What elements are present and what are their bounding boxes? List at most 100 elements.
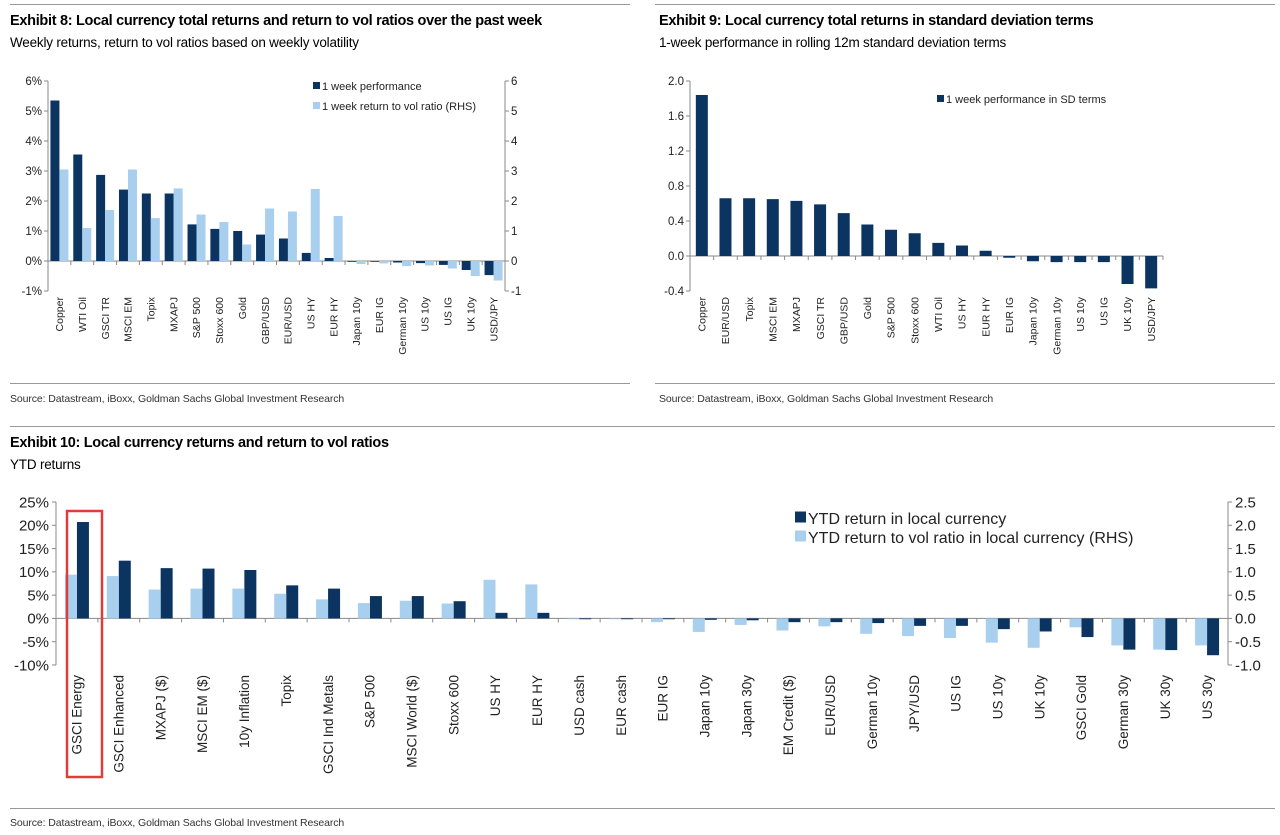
category-label: UK 10y xyxy=(465,296,477,331)
bar-return xyxy=(286,585,299,619)
bar-return xyxy=(76,522,89,619)
bar-ratio xyxy=(985,618,998,643)
category-label: Topix xyxy=(744,296,756,321)
y-right-tick-label: 6 xyxy=(511,76,517,88)
category-label: Japan 10y xyxy=(698,675,713,738)
category-label: MXAPJ ($) xyxy=(153,675,168,740)
y-right-tick-label: -1.0 xyxy=(1235,657,1261,674)
category-label: EUR HY xyxy=(328,297,340,337)
category-label: German 10y xyxy=(397,296,409,355)
y-tick-label: 2.0 xyxy=(668,76,684,88)
y-right-tick-label: 0.5 xyxy=(1235,587,1256,604)
bar-ratio xyxy=(483,579,496,619)
divider xyxy=(10,383,630,384)
category-label: GSCI Gold xyxy=(1074,675,1089,740)
y-right-tick-label: 0 xyxy=(511,256,517,268)
category-label: Stoxx 600 xyxy=(214,297,226,344)
bar-return xyxy=(695,95,708,256)
category-label: MXAPJ xyxy=(791,297,803,332)
y-tick-label: 15% xyxy=(19,541,49,558)
bar-ratio xyxy=(82,228,92,261)
category-label: US HY xyxy=(305,297,317,329)
bar-return xyxy=(908,233,921,256)
y-tick-label: 5% xyxy=(27,587,49,604)
category-label: MSCI EM ($) xyxy=(195,675,210,753)
category-label: S&P 500 xyxy=(363,675,378,728)
bar-ratio xyxy=(379,261,389,264)
bar-return xyxy=(370,261,380,262)
bar-return xyxy=(96,174,106,261)
y-right-tick-label: 2.0 xyxy=(1235,518,1256,535)
bar-return xyxy=(704,618,717,620)
category-label: USD/JPY xyxy=(488,297,500,341)
category-label: EUR IG xyxy=(374,297,386,333)
bar-return xyxy=(914,618,927,626)
divider xyxy=(655,383,1275,384)
exhibit8-source: Source: Datastream, iBoxx, Goldman Sachs… xyxy=(10,393,345,405)
legend-swatch xyxy=(937,95,944,102)
bar-ratio xyxy=(287,211,297,261)
bar-ratio xyxy=(470,261,480,276)
category-label: UK 30y xyxy=(1158,675,1173,720)
category-label: GSCI Ind Metals xyxy=(321,675,336,774)
category-label: US IG xyxy=(949,675,964,712)
y-right-tick-label: 2.5 xyxy=(1235,494,1256,511)
bar-return xyxy=(118,560,131,619)
bar-return xyxy=(438,261,448,265)
exhibit10-title: Exhibit 10: Local currency returns and r… xyxy=(10,435,389,451)
bar-ratio xyxy=(357,603,370,619)
bar-return xyxy=(347,261,357,262)
bar-return xyxy=(256,234,266,261)
bar-return xyxy=(1097,256,1110,263)
highlight-box xyxy=(65,509,104,779)
category-label: GSCI TR xyxy=(100,297,112,340)
legend-label: 1 week performance in SD terms xyxy=(946,94,1107,106)
category-label: MSCI World ($) xyxy=(405,675,420,768)
category-label: Japan 30y xyxy=(739,675,754,738)
category-label: EUR IG xyxy=(1004,297,1016,333)
category-label: US HY xyxy=(488,675,503,716)
bar-return xyxy=(997,618,1010,630)
bar-ratio xyxy=(1111,618,1124,646)
bar-return xyxy=(328,588,341,619)
bar-return xyxy=(1050,256,1063,263)
exhibit10-source: Source: Datastream, iBoxx, Goldman Sachs… xyxy=(10,817,345,829)
bar-return xyxy=(118,189,128,261)
bar-return xyxy=(790,200,803,256)
category-label: WTI Oil xyxy=(933,297,945,332)
category-label: GSCI Enhanced xyxy=(112,675,127,773)
bar-return xyxy=(1003,256,1016,258)
bar-return xyxy=(393,261,403,263)
exhibit10-subtitle: YTD returns xyxy=(10,457,81,472)
y-tick-label: -0.4 xyxy=(664,286,684,298)
y-right-tick-label: 0.0 xyxy=(1235,611,1256,628)
legend-label: 1 week return to vol ratio (RHS) xyxy=(322,101,476,113)
bar-return xyxy=(278,238,288,261)
y-tick-label: 5% xyxy=(25,106,42,118)
y-tick-label: 1.2 xyxy=(668,146,684,158)
y-tick-label: 0.0 xyxy=(668,251,684,263)
category-label: MXAPJ xyxy=(168,297,180,332)
bar-ratio xyxy=(190,588,203,619)
exhibit9-title: Exhibit 9: Local currency total returns … xyxy=(659,13,1094,29)
bar-ratio xyxy=(402,261,412,267)
bar-ratio xyxy=(148,589,161,619)
category-label: GBP/USD xyxy=(260,297,272,345)
bar-return xyxy=(1081,618,1094,638)
category-label: 10y Inflation xyxy=(237,675,252,748)
exhibit9-subtitle: 1-week performance in rolling 12m standa… xyxy=(659,35,1007,50)
bar-ratio xyxy=(106,576,119,619)
y-tick-label: 2% xyxy=(25,196,42,208)
y-tick-label: 1.6 xyxy=(668,111,684,123)
category-label: German 10y xyxy=(865,675,880,750)
bar-ratio xyxy=(150,218,160,261)
bar-return xyxy=(932,242,945,256)
bar-return xyxy=(495,612,508,619)
bar-ratio xyxy=(399,600,412,619)
bar-return xyxy=(955,618,968,626)
category-label: MSCI EM xyxy=(767,297,779,342)
category-label: US 10y xyxy=(420,296,432,331)
bar-return xyxy=(369,596,382,619)
